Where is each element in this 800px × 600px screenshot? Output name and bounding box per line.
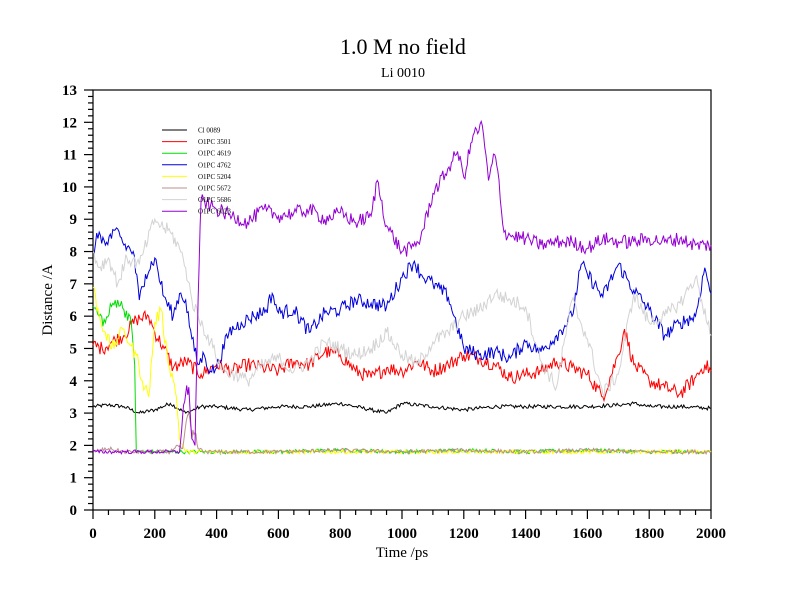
y-tick-label: 8 bbox=[70, 245, 78, 261]
y-tick-label: 10 bbox=[62, 180, 77, 196]
series-line-6 bbox=[92, 217, 712, 397]
legend-label: O1PC 5672 bbox=[198, 185, 231, 193]
y-tick-label: 3 bbox=[70, 406, 78, 422]
y-tick-label: 13 bbox=[62, 83, 77, 99]
x-axis: 0 200 400 600 800 1000 1200 1400 1600 1800 2000 bbox=[89, 510, 726, 542]
legend-label: Cl 0089 bbox=[198, 127, 221, 135]
x-tick-label: 1200 bbox=[449, 526, 479, 542]
x-tick-label: 0 bbox=[89, 526, 97, 542]
x-tick-label: 400 bbox=[205, 526, 228, 542]
x-tick-label: 200 bbox=[144, 526, 167, 542]
x-tick-label: 1000 bbox=[387, 526, 417, 542]
legend-label: O1PC 5204 bbox=[198, 173, 231, 181]
x-tick-label: 1800 bbox=[634, 526, 664, 542]
chart-subtitle: Li 0010 bbox=[381, 66, 425, 81]
y-tick-label: 5 bbox=[70, 341, 78, 357]
y-tick-label: 0 bbox=[70, 503, 78, 519]
y-tick-label: 1 bbox=[70, 471, 78, 487]
x-tick-label: 1400 bbox=[511, 526, 541, 542]
y-tick-label: 4 bbox=[70, 374, 78, 390]
legend-label: O1PC 5686 bbox=[198, 196, 231, 204]
legend-label: O1PC 6023 bbox=[198, 208, 231, 216]
legend-label: O1PC 4762 bbox=[198, 161, 231, 169]
y-tick-label: 7 bbox=[70, 277, 78, 293]
x-tick-label: 600 bbox=[267, 526, 290, 542]
series-line-3 bbox=[92, 227, 712, 375]
y-tick-label: 6 bbox=[70, 309, 78, 325]
series-line-2 bbox=[92, 299, 712, 456]
series-line-0 bbox=[92, 401, 712, 415]
y-tick-label: 2 bbox=[70, 438, 78, 454]
x-axis-label: Time /ps bbox=[376, 545, 429, 561]
y-tick-label: 9 bbox=[70, 212, 78, 228]
y-tick-label: 12 bbox=[62, 115, 77, 131]
x-tick-label: 1600 bbox=[572, 526, 602, 542]
x-tick-label: 800 bbox=[329, 526, 352, 542]
chart-title: 1.0 M no field bbox=[340, 34, 466, 59]
legend: Cl 0089 O1PC 3501 O1PC 4619 O1PC 4762 O1PC 5… bbox=[162, 127, 231, 216]
y-axis-label: Distance /A bbox=[40, 264, 56, 335]
legend-label: O1PC 3501 bbox=[198, 138, 231, 146]
series-layer bbox=[92, 119, 712, 456]
series-line-7 bbox=[92, 119, 712, 455]
series-line-5 bbox=[92, 411, 712, 456]
legend-label: O1PC 4619 bbox=[198, 150, 231, 158]
x-tick-label: 2000 bbox=[696, 526, 726, 542]
y-tick-label: 11 bbox=[63, 148, 77, 164]
